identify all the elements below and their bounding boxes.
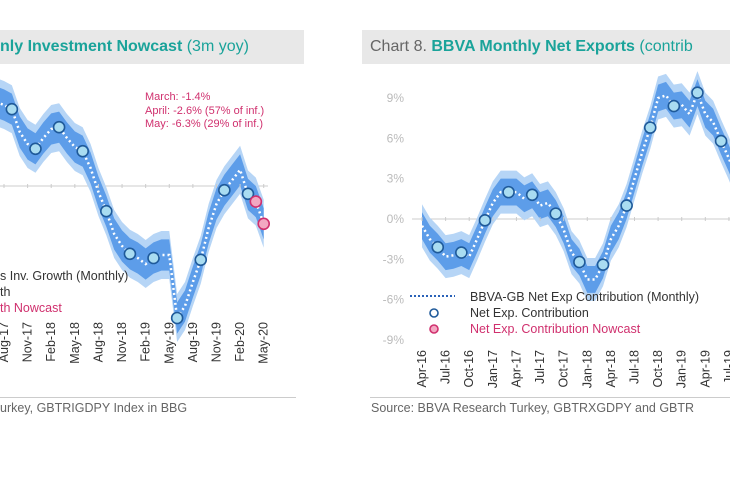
right-x-tick-label: Jul-18 bbox=[627, 350, 641, 384]
left-nowcast-point bbox=[249, 195, 263, 208]
right-x-tick-label: Jan-18 bbox=[580, 350, 594, 388]
right-x-tick-label: Apr-19 bbox=[698, 350, 712, 388]
right-y-tick-label: -9% bbox=[383, 333, 405, 347]
right-actual-point bbox=[478, 214, 492, 227]
right-actual-point bbox=[667, 99, 681, 113]
left-actual-point bbox=[76, 144, 89, 158]
right-title-rest: (contrib bbox=[634, 38, 693, 55]
right-legend: BBVA-GB Net Exp Contribution (Monthly) N… bbox=[470, 289, 699, 337]
right-actual-point bbox=[643, 121, 657, 134]
right-x-tick-label: Jul-19 bbox=[722, 350, 730, 384]
right-chart-header: Chart 8. BBVA Monthly Net Exports (contr… bbox=[362, 30, 730, 64]
right-y-tick-label: 6% bbox=[387, 131, 405, 145]
legend-actual-marker-icon bbox=[429, 308, 439, 318]
left-legend-actual: th bbox=[0, 285, 11, 299]
right-x-tick-label: Apr-18 bbox=[604, 350, 618, 388]
right-y-tick-label: -3% bbox=[383, 252, 405, 266]
right-y-tick-label: 0% bbox=[387, 212, 405, 226]
left-title-rest: (3m yoy) bbox=[182, 38, 249, 55]
left-actual-point bbox=[100, 204, 113, 218]
right-actual-point bbox=[455, 246, 468, 259]
right-x-tick-label: Apr-16 bbox=[415, 350, 429, 388]
left-plot bbox=[0, 79, 271, 342]
left-actual-point bbox=[123, 247, 137, 261]
right-source: Source: BBVA Research Turkey, GBTRXGDPY … bbox=[371, 401, 695, 415]
left-x-tick-label: Aug-19 bbox=[186, 322, 200, 362]
left-x-tick-label: Feb-20 bbox=[233, 322, 247, 362]
right-x-tick-label: Jan-17 bbox=[486, 350, 500, 388]
left-actual-point bbox=[147, 251, 160, 265]
left-actual-point bbox=[194, 253, 208, 267]
left-chart-header: nly Investment Nowcast (3m yoy) bbox=[0, 30, 304, 64]
left-x-tick-label: May-18 bbox=[68, 322, 82, 364]
right-actual-point bbox=[620, 199, 633, 212]
left-x-tick-label: Aug-17 bbox=[0, 322, 11, 362]
left-legend-monthly: s Inv. Growth (Monthly) bbox=[0, 269, 129, 283]
annotation-april: April: -2.6% (57% of inf.) bbox=[145, 104, 265, 117]
right-actual-point bbox=[431, 240, 445, 254]
right-actual-point bbox=[714, 134, 728, 148]
left-legend: s Inv. Growth (Monthly) th th Nowcast bbox=[0, 268, 128, 316]
right-x-tick-label: Jul-17 bbox=[533, 350, 547, 384]
left-x-tick-label: May-20 bbox=[257, 322, 271, 364]
left-actual-point bbox=[52, 120, 66, 134]
nowcast-annotation: March: -1.4% April: -2.6% (57% of inf.) … bbox=[145, 91, 264, 132]
annotation-march: March: -1.4% bbox=[145, 91, 211, 103]
left-x-tick-label: Nov-19 bbox=[209, 322, 223, 362]
left-actual-point bbox=[5, 102, 19, 116]
right-band-inner bbox=[422, 79, 730, 293]
right-actual-point bbox=[573, 255, 586, 269]
right-actual-point bbox=[596, 258, 610, 271]
right-title-bold: BBVA Monthly Net Exports bbox=[431, 38, 635, 55]
left-x-tick-label: Feb-18 bbox=[44, 322, 58, 362]
left-source-divider bbox=[0, 397, 296, 398]
left-source: urkey, GBTRIGDPY Index in BBG bbox=[0, 401, 188, 415]
left-x-tick-label: May-19 bbox=[162, 322, 176, 364]
right-legend-monthly: BBVA-GB Net Exp Contribution (Monthly) bbox=[470, 290, 700, 304]
left-x-tick-label: Nov-18 bbox=[115, 322, 129, 362]
right-legend-nowcast: Net Exp. Contribution Nowcast bbox=[470, 322, 641, 336]
right-x-tick-label: Oct-16 bbox=[462, 350, 476, 388]
right-actual-point bbox=[691, 86, 704, 99]
right-y-tick-label: 9% bbox=[387, 91, 405, 105]
right-actual-point bbox=[502, 185, 515, 199]
right-actual-point bbox=[525, 188, 539, 202]
right-legend-actual: Net Exp. Contribution bbox=[470, 306, 589, 320]
left-legend-nowcast: th Nowcast bbox=[0, 301, 62, 315]
right-y-tick-label: -6% bbox=[383, 293, 405, 307]
annotation-may: May: -6.3% (29% of inf.) bbox=[145, 118, 263, 130]
right-x-tick-label: Oct-18 bbox=[651, 350, 665, 388]
right-x-tick-label: Apr-17 bbox=[509, 350, 523, 388]
left-actual-point bbox=[170, 311, 184, 325]
right-plot bbox=[412, 71, 730, 301]
left-x-tick-label: Nov-17 bbox=[21, 322, 35, 362]
left-x-tick-label: Feb-19 bbox=[139, 322, 153, 362]
left-actual-point bbox=[218, 183, 231, 197]
left-band-inner bbox=[0, 87, 264, 334]
right-x-tick-label: Jan-19 bbox=[675, 350, 689, 388]
left-title-bold: nly Investment Nowcast bbox=[0, 38, 183, 55]
right-x-tick-label: Oct-17 bbox=[557, 350, 571, 388]
legend-nowcast-marker-icon bbox=[429, 324, 439, 334]
right-title-prefix: Chart 8. bbox=[370, 38, 432, 55]
left-nowcast-point bbox=[257, 217, 271, 231]
right-y-tick-label: 3% bbox=[387, 172, 405, 186]
right-actual-point bbox=[549, 207, 563, 220]
left-actual-point bbox=[241, 187, 255, 201]
right-x-tick-label: Jul-16 bbox=[439, 350, 453, 384]
right-source-divider bbox=[370, 397, 730, 398]
left-actual-point bbox=[29, 142, 42, 156]
left-x-tick-label: Aug-18 bbox=[91, 322, 105, 362]
